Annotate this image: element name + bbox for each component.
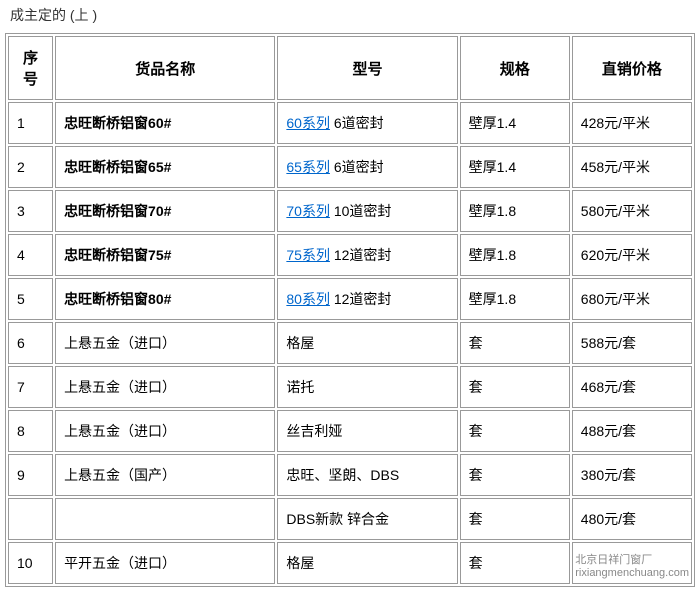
cell-seq: 6: [8, 322, 53, 364]
cell-spec: 套: [460, 542, 570, 584]
cell-price: 620元/平米: [572, 234, 692, 276]
cell-model: 75系列 12道密封: [277, 234, 457, 276]
table-row: 4忠旺断桥铝窗75#75系列 12道密封壁厚1.8620元/平米: [8, 234, 692, 276]
cell-price: 480元/套: [572, 498, 692, 540]
cell-model: 格屋: [277, 322, 457, 364]
cell-spec: 壁厚1.4: [460, 102, 570, 144]
cell-name: 上悬五金（进口）: [55, 410, 275, 452]
cell-price: 588元/套: [572, 322, 692, 364]
header-spec: 规格: [460, 36, 570, 100]
cell-spec: 套: [460, 410, 570, 452]
series-link[interactable]: 75系列: [286, 247, 330, 263]
cell-name: 忠旺断桥铝窗75#: [55, 234, 275, 276]
series-link[interactable]: 65系列: [286, 159, 330, 175]
cell-model: 65系列 6道密封: [277, 146, 457, 188]
table-row: 2忠旺断桥铝窗65#65系列 6道密封壁厚1.4458元/平米: [8, 146, 692, 188]
table-row: 3忠旺断桥铝窗70#70系列 10道密封壁厚1.8580元/平米: [8, 190, 692, 232]
model-rest: 12道密封: [330, 247, 391, 263]
series-link[interactable]: 60系列: [286, 115, 330, 131]
watermark: 北京日祥门窗厂 rixiangmenchuang.com: [575, 551, 689, 579]
cell-name: [55, 498, 275, 540]
cell-name: 忠旺断桥铝窗70#: [55, 190, 275, 232]
cell-price: 468元/套: [572, 366, 692, 408]
cell-seq: 10: [8, 542, 53, 584]
header-text: 成主定的 (上 ): [5, 5, 699, 25]
cell-spec: 壁厚1.8: [460, 278, 570, 320]
cell-name: 忠旺断桥铝窗60#: [55, 102, 275, 144]
cell-seq: 5: [8, 278, 53, 320]
cell-spec: 套: [460, 498, 570, 540]
cell-seq: 7: [8, 366, 53, 408]
model-rest: 12道密封: [330, 291, 391, 307]
cell-spec: 壁厚1.8: [460, 234, 570, 276]
header-model: 型号: [277, 36, 457, 100]
cell-price: 380元/套: [572, 454, 692, 496]
cell-name: 上悬五金（进口）: [55, 366, 275, 408]
header-name: 货品名称: [55, 36, 275, 100]
cell-model: 70系列 10道密封: [277, 190, 457, 232]
cell-spec: 套: [460, 454, 570, 496]
cell-model: 格屋: [277, 542, 457, 584]
watermark-line2: rixiangmenchuang.com: [575, 567, 689, 579]
cell-name: 上悬五金（进口）: [55, 322, 275, 364]
cell-price: 680元/平米: [572, 278, 692, 320]
cell-spec: 套: [460, 322, 570, 364]
cell-seq: 8: [8, 410, 53, 452]
model-rest: 6道密封: [330, 115, 384, 131]
cell-seq: 3: [8, 190, 53, 232]
cell-name: 平开五金（进口）: [55, 542, 275, 584]
table-row: 6上悬五金（进口）格屋套588元/套: [8, 322, 692, 364]
cell-price: 488元/套: [572, 410, 692, 452]
model-rest: 6道密封: [330, 159, 384, 175]
model-rest: 10道密封: [330, 203, 391, 219]
table-header-row: 序号 货品名称 型号 规格 直销价格: [8, 36, 692, 100]
cell-name: 忠旺断桥铝窗65#: [55, 146, 275, 188]
table-row: 5忠旺断桥铝窗80#80系列 12道密封壁厚1.8680元/平米: [8, 278, 692, 320]
cell-model: DBS新款 锌合金: [277, 498, 457, 540]
header-seq: 序号: [8, 36, 53, 100]
cell-model: 诺托: [277, 366, 457, 408]
table-row: DBS新款 锌合金套480元/套: [8, 498, 692, 540]
cell-model: 丝吉利娅: [277, 410, 457, 452]
series-link[interactable]: 70系列: [286, 203, 330, 219]
table-body: 1忠旺断桥铝窗60#60系列 6道密封壁厚1.4428元/平米2忠旺断桥铝窗65…: [8, 102, 692, 584]
cell-model: 60系列 6道密封: [277, 102, 457, 144]
cell-price: 458元/平米: [572, 146, 692, 188]
table-row: 9上悬五金（国产）忠旺、坚朗、DBS套380元/套: [8, 454, 692, 496]
cell-seq: 1: [8, 102, 53, 144]
table-row: 7上悬五金（进口）诺托套468元/套: [8, 366, 692, 408]
cell-spec: 壁厚1.4: [460, 146, 570, 188]
watermark-line1: 北京日祥门窗厂: [575, 551, 689, 567]
cell-price: 428元/平米: [572, 102, 692, 144]
cell-model: 80系列 12道密封: [277, 278, 457, 320]
cell-seq: 4: [8, 234, 53, 276]
cell-spec: 壁厚1.8: [460, 190, 570, 232]
header-price: 直销价格: [572, 36, 692, 100]
price-table: 序号 货品名称 型号 规格 直销价格 1忠旺断桥铝窗60#60系列 6道密封壁厚…: [5, 33, 695, 587]
cell-seq: [8, 498, 53, 540]
cell-spec: 套: [460, 366, 570, 408]
cell-name: 忠旺断桥铝窗80#: [55, 278, 275, 320]
table-row: 1忠旺断桥铝窗60#60系列 6道密封壁厚1.4428元/平米: [8, 102, 692, 144]
cell-seq: 2: [8, 146, 53, 188]
series-link[interactable]: 80系列: [286, 291, 330, 307]
table-row: 8上悬五金（进口）丝吉利娅套488元/套: [8, 410, 692, 452]
cell-seq: 9: [8, 454, 53, 496]
cell-name: 上悬五金（国产）: [55, 454, 275, 496]
cell-price: 580元/平米: [572, 190, 692, 232]
page-wrapper: 成主定的 (上 ) 序号 货品名称 型号 规格 直销价格 1忠旺断桥铝窗60#6…: [5, 5, 699, 587]
cell-model: 忠旺、坚朗、DBS: [277, 454, 457, 496]
